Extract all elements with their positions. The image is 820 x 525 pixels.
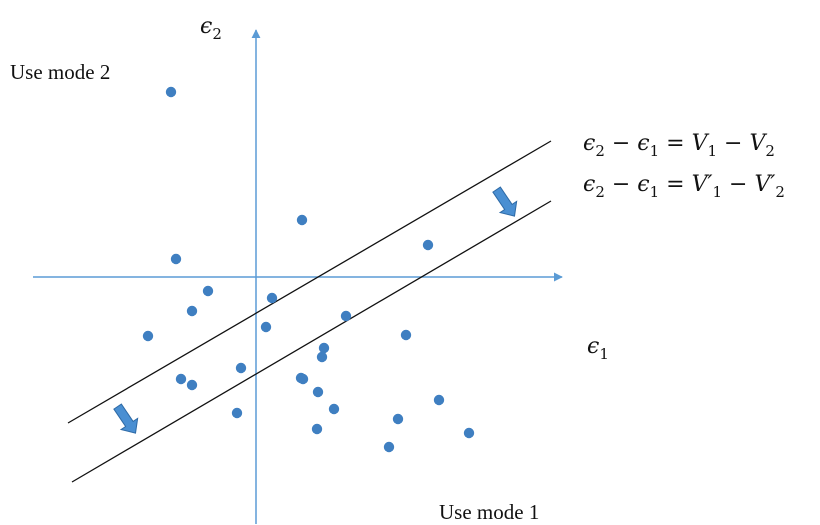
data-point — [316, 351, 328, 363]
eq1-eps2-sub: 2 — [595, 142, 605, 160]
data-point — [142, 330, 154, 342]
eq1-eps1-sub: 1 — [650, 142, 660, 160]
eq2-eps2: ϵ — [583, 172, 595, 197]
data-point — [260, 321, 272, 333]
eq1-v2-sub: 2 — [765, 142, 775, 160]
data-point — [422, 239, 434, 251]
eq2-v1prime-sub: 1 — [712, 183, 722, 201]
data-point — [296, 214, 308, 226]
shift-arrow-left — [113, 403, 139, 434]
data-point — [328, 403, 340, 415]
data-point — [312, 386, 324, 398]
data-point — [165, 86, 177, 98]
data-point — [231, 407, 243, 419]
data-point — [186, 305, 198, 317]
eq2-v2prime: V′ — [754, 172, 775, 197]
data-point — [186, 379, 198, 391]
data-point — [266, 292, 278, 304]
y-axis-symbol: ϵ — [200, 14, 212, 39]
eq1-minus-1: − — [605, 131, 637, 156]
data-points — [142, 86, 475, 453]
data-point — [400, 329, 412, 341]
data-point — [463, 427, 475, 439]
shift-arrow-right — [492, 186, 518, 217]
eq2-eps1: ϵ — [637, 172, 649, 197]
data-point — [340, 310, 352, 322]
eq2-eps2-sub: 2 — [595, 183, 605, 201]
eq2-eps1-sub: 1 — [650, 183, 660, 201]
y-axis-label: ϵ2 — [200, 14, 222, 43]
use-mode-1-label: Use mode 1 — [439, 500, 539, 524]
eq2-minus-2: − — [722, 172, 754, 197]
eq1-eps2: ϵ — [583, 131, 595, 156]
data-point — [383, 441, 395, 453]
eq1-v1: V — [692, 131, 710, 156]
x-axis-subscript: 1 — [599, 345, 609, 363]
eq2-v1prime: V′ — [692, 172, 713, 197]
use-mode-2-label: Use mode 2 — [10, 60, 110, 84]
equation-lower-line: ϵ2 − ϵ1 = V′1 − V′2 — [583, 172, 785, 201]
threshold-line-lower — [71, 200, 552, 483]
data-point — [318, 342, 330, 354]
eq2-equals: = — [659, 172, 691, 197]
data-point — [235, 362, 247, 374]
data-point — [175, 373, 187, 385]
eq2-v2prime-sub: 2 — [775, 183, 785, 201]
eq1-equals: = — [659, 131, 691, 156]
threshold-line-upper — [67, 140, 552, 424]
x-axis-label: ϵ1 — [587, 334, 609, 363]
data-point — [202, 285, 214, 297]
x-axis-symbol: ϵ — [587, 334, 599, 359]
data-point — [311, 423, 323, 435]
eq1-v1-sub: 1 — [707, 142, 717, 160]
equation-upper-line: ϵ2 − ϵ1 = V1 − V2 — [583, 131, 775, 160]
data-point — [392, 413, 404, 425]
data-point — [433, 394, 445, 406]
eq2-minus-1: − — [605, 172, 637, 197]
data-point — [297, 373, 309, 385]
eq1-v2: V — [749, 131, 767, 156]
eq1-minus-2: − — [717, 131, 749, 156]
y-axis-subscript: 2 — [212, 25, 222, 43]
eq1-eps1: ϵ — [637, 131, 649, 156]
data-point — [170, 253, 182, 265]
